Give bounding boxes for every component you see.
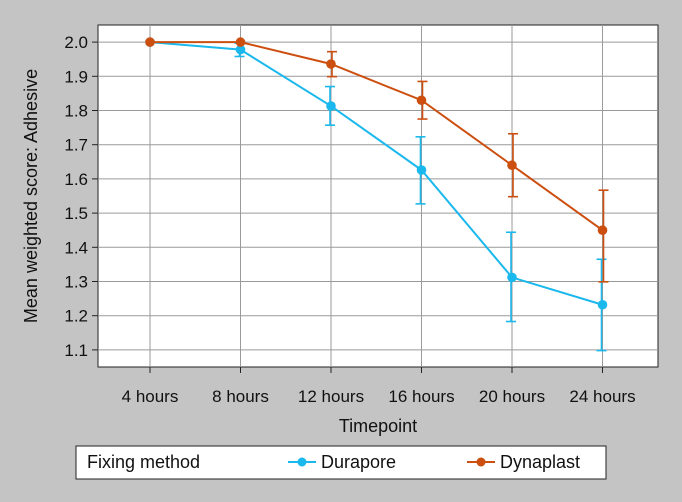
data-point-dynaplast (416, 95, 427, 106)
x-tick-label: 4 hours (122, 387, 179, 406)
data-point-durapore (235, 44, 246, 55)
series-layer (145, 37, 609, 352)
y-tick-label: 1.1 (64, 341, 88, 360)
legend-dynaplast-marker (476, 457, 486, 467)
legend-durapore-marker (297, 457, 307, 467)
y-tick-label: 1.3 (64, 273, 88, 292)
x-tick-label: 24 hours (569, 387, 635, 406)
series-dynaplast (145, 37, 609, 283)
legend-entry-dynaplast: Dynaplast (467, 452, 580, 472)
y-tick-label: 1.6 (64, 170, 88, 189)
y-axis-label: Mean weighted score: Adhesive (21, 69, 41, 323)
y-tick-label: 1.5 (64, 204, 88, 223)
data-point-dynaplast (235, 37, 246, 47)
legend-entry-durapore: Durapore (288, 452, 396, 472)
y-tick-label: 1.9 (64, 67, 88, 86)
y-tick-label: 1.4 (64, 238, 88, 257)
legend-dynaplast-label: Dynaplast (500, 452, 580, 472)
series-line-durapore (149, 41, 603, 306)
legend: Fixing method Durapore Dynaplast (75, 445, 607, 480)
y-tick-label: 1.2 (64, 307, 88, 326)
data-point-dynaplast (507, 160, 517, 171)
y-tick-label: 1.8 (64, 102, 88, 121)
legend-durapore-label: Durapore (321, 452, 396, 472)
y-tick-label: 2.0 (64, 33, 88, 52)
x-tick-label: 20 hours (479, 387, 545, 406)
y-tick-labels: 1.1 1.2 1.3 1.4 1.5 1.6 1.7 1.8 1.9 2.0 (64, 33, 88, 360)
x-tick-label: 16 hours (388, 387, 454, 406)
data-point-durapore (326, 101, 336, 111)
y-tick-label: 1.7 (64, 136, 88, 155)
series-line-dynaplast (150, 41, 604, 232)
x-tick-label: 8 hours (212, 387, 269, 406)
legend-box (75, 445, 607, 480)
data-point-dynaplast (597, 225, 608, 235)
x-tick-labels: 4 hours 8 hours 12 hours 16 hours 20 hours 24… (122, 387, 636, 406)
data-point-dynaplast (326, 59, 336, 69)
legend-title: Fixing method (87, 452, 200, 472)
data-point-durapore (507, 272, 517, 283)
data-point-dynaplast (145, 37, 155, 47)
x-tick-label: 12 hours (298, 387, 364, 406)
x-axis-label: Timepoint (339, 416, 417, 436)
grid-layer (92, 25, 658, 373)
data-point-durapore (416, 165, 427, 175)
data-point-durapore (597, 299, 608, 310)
